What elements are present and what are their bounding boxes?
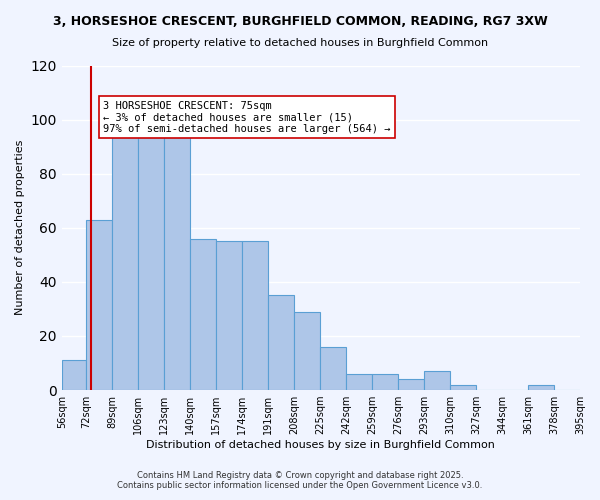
Bar (216, 242, 242, 390)
Bar (242, 242, 268, 390)
Bar (112, 117, 138, 390)
Bar (268, 296, 294, 390)
Text: Contains HM Land Registry data © Crown copyright and database right 2025.
Contai: Contains HM Land Registry data © Crown c… (118, 470, 482, 490)
X-axis label: Distribution of detached houses by size in Burghfield Common: Distribution of detached houses by size … (146, 440, 496, 450)
Bar (138, 136, 164, 390)
Bar (294, 312, 320, 390)
Bar (346, 374, 372, 390)
Bar (164, 128, 190, 390)
Bar (450, 384, 476, 390)
Bar (86, 220, 112, 390)
Bar (398, 380, 424, 390)
Text: 3, HORSESHOE CRESCENT, BURGHFIELD COMMON, READING, RG7 3XW: 3, HORSESHOE CRESCENT, BURGHFIELD COMMON… (53, 15, 547, 28)
Text: Size of property relative to detached houses in Burghfield Common: Size of property relative to detached ho… (112, 38, 488, 48)
Bar (190, 238, 216, 390)
Text: 3 HORSESHOE CRESCENT: 75sqm
← 3% of detached houses are smaller (15)
97% of semi: 3 HORSESHOE CRESCENT: 75sqm ← 3% of deta… (103, 100, 391, 134)
Bar (372, 374, 398, 390)
Y-axis label: Number of detached properties: Number of detached properties (15, 140, 25, 316)
Bar (528, 384, 554, 390)
Bar (62, 360, 86, 390)
Bar (320, 347, 346, 390)
Bar (424, 371, 450, 390)
